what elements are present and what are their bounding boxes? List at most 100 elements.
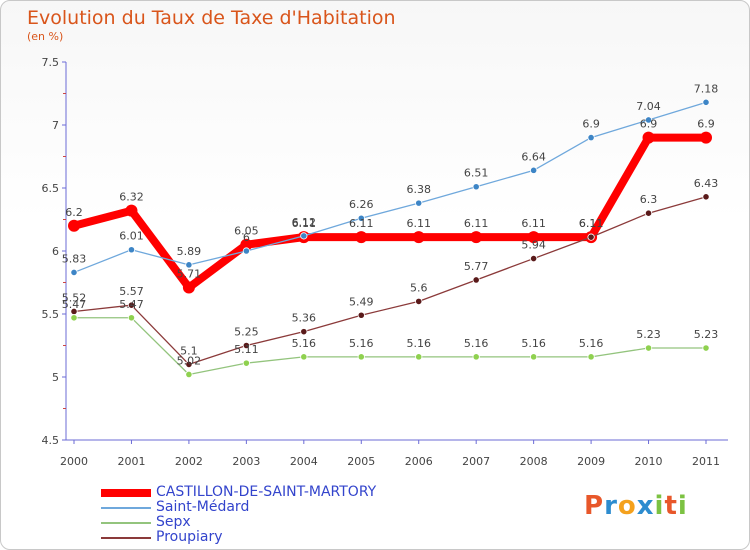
data-label: 6.51 [464,167,489,180]
data-point [644,116,653,124]
data-point [642,131,655,144]
data-point [472,276,480,284]
data-point [587,233,595,241]
data-point [355,231,368,244]
data-point [530,166,538,174]
y-tick-label: 7.5 [42,56,60,69]
data-label: 5.83 [62,252,87,265]
data-point [242,247,250,255]
data-label: 6.26 [349,198,374,211]
logo-letter: i [654,491,665,521]
logo-letter: x [636,491,655,521]
legend-label: Sepx [156,514,191,530]
data-label: 5.16 [579,337,604,350]
x-tick-label: 2003 [232,455,260,468]
data-point [185,360,193,368]
data-label: 5.77 [464,260,489,273]
data-point [530,353,538,361]
data-label: 5.71 [177,268,202,281]
data-point [472,183,480,191]
chart-title: Evolution du Taux de Taxe d'Habitation [27,7,396,29]
data-point [357,311,365,319]
data-label: 5.11 [234,343,259,356]
series-line [73,196,707,366]
data-label: 5.23 [694,328,719,341]
x-tick-label: 2010 [635,455,663,468]
x-tick-label: 2001 [117,455,145,468]
data-point [182,281,195,294]
data-label: 5.6 [410,281,428,294]
data-point [587,134,595,142]
data-point [415,297,423,305]
data-point [412,231,425,244]
data-label: 6.11 [406,217,431,230]
data-point [470,231,483,244]
data-point [125,204,138,217]
data-label: 5.16 [521,337,546,350]
data-label: 5.89 [177,245,202,258]
logo-letter: P [584,491,605,521]
data-label: 5.49 [349,295,374,308]
data-label: 5.16 [406,337,431,350]
data-label: 6.11 [349,217,374,230]
data-point [300,353,308,361]
data-point [68,219,80,232]
data-label: 6.32 [119,191,144,204]
data-point [702,344,710,352]
data-point [587,353,595,361]
data-label: 7.18 [694,82,719,95]
data-label: 5.36 [292,312,317,325]
data-label: 6.9 [582,118,600,131]
y-tick-label: 5.5 [42,308,60,321]
data-label: 6.9 [697,118,715,131]
y-tick-label: 4.5 [42,434,60,447]
data-label: 5.94 [521,239,546,252]
data-label: 5.47 [119,298,144,311]
data-label: 6.3 [640,193,658,206]
data-label: 5.1 [180,344,198,357]
logo-letter: r [604,491,618,521]
proxiti-logo: Proxiti [584,491,688,521]
data-point [300,232,308,240]
data-label: 5.16 [464,337,489,350]
legend-label: Saint-Médard [156,499,250,515]
data-point [702,98,710,106]
series-line [73,317,707,376]
data-label: 6.12 [292,216,317,229]
y-tick-label: 7 [52,119,59,132]
data-point [242,341,250,350]
data-label: 6.11 [521,217,546,230]
legend-label: CASTILLON-DE-SAINT-MARTORY [156,484,377,500]
data-label: 6.11 [579,217,604,230]
data-label: 5.16 [292,337,317,350]
data-point [127,301,136,309]
legend-swatch [101,522,151,524]
data-point [70,268,78,277]
data-point [644,209,653,217]
logo-letter: t [664,491,678,521]
data-point [527,231,540,244]
data-point [300,328,308,336]
data-point [472,353,480,361]
data-label: 6.01 [119,230,144,243]
data-point [357,214,365,222]
data-point [700,131,712,144]
data-label: 6.38 [406,183,431,196]
x-tick-label: 2004 [290,455,318,468]
data-point [185,261,193,269]
y-tick-label: 6 [52,245,59,258]
x-tick-label: 2005 [347,455,375,468]
data-label: 6.2 [65,206,83,219]
x-tick-label: 2007 [462,455,490,468]
data-label: 5.57 [119,285,144,298]
data-point [127,246,136,254]
data-label: 5.52 [62,291,87,304]
data-point [415,353,423,361]
y-tick-label: 5 [52,371,59,384]
data-label: 7.04 [636,100,661,113]
data-point [185,370,193,379]
data-label: 6.11 [464,217,489,230]
data-label: 5.47 [62,298,87,311]
legend-swatch [101,489,151,497]
